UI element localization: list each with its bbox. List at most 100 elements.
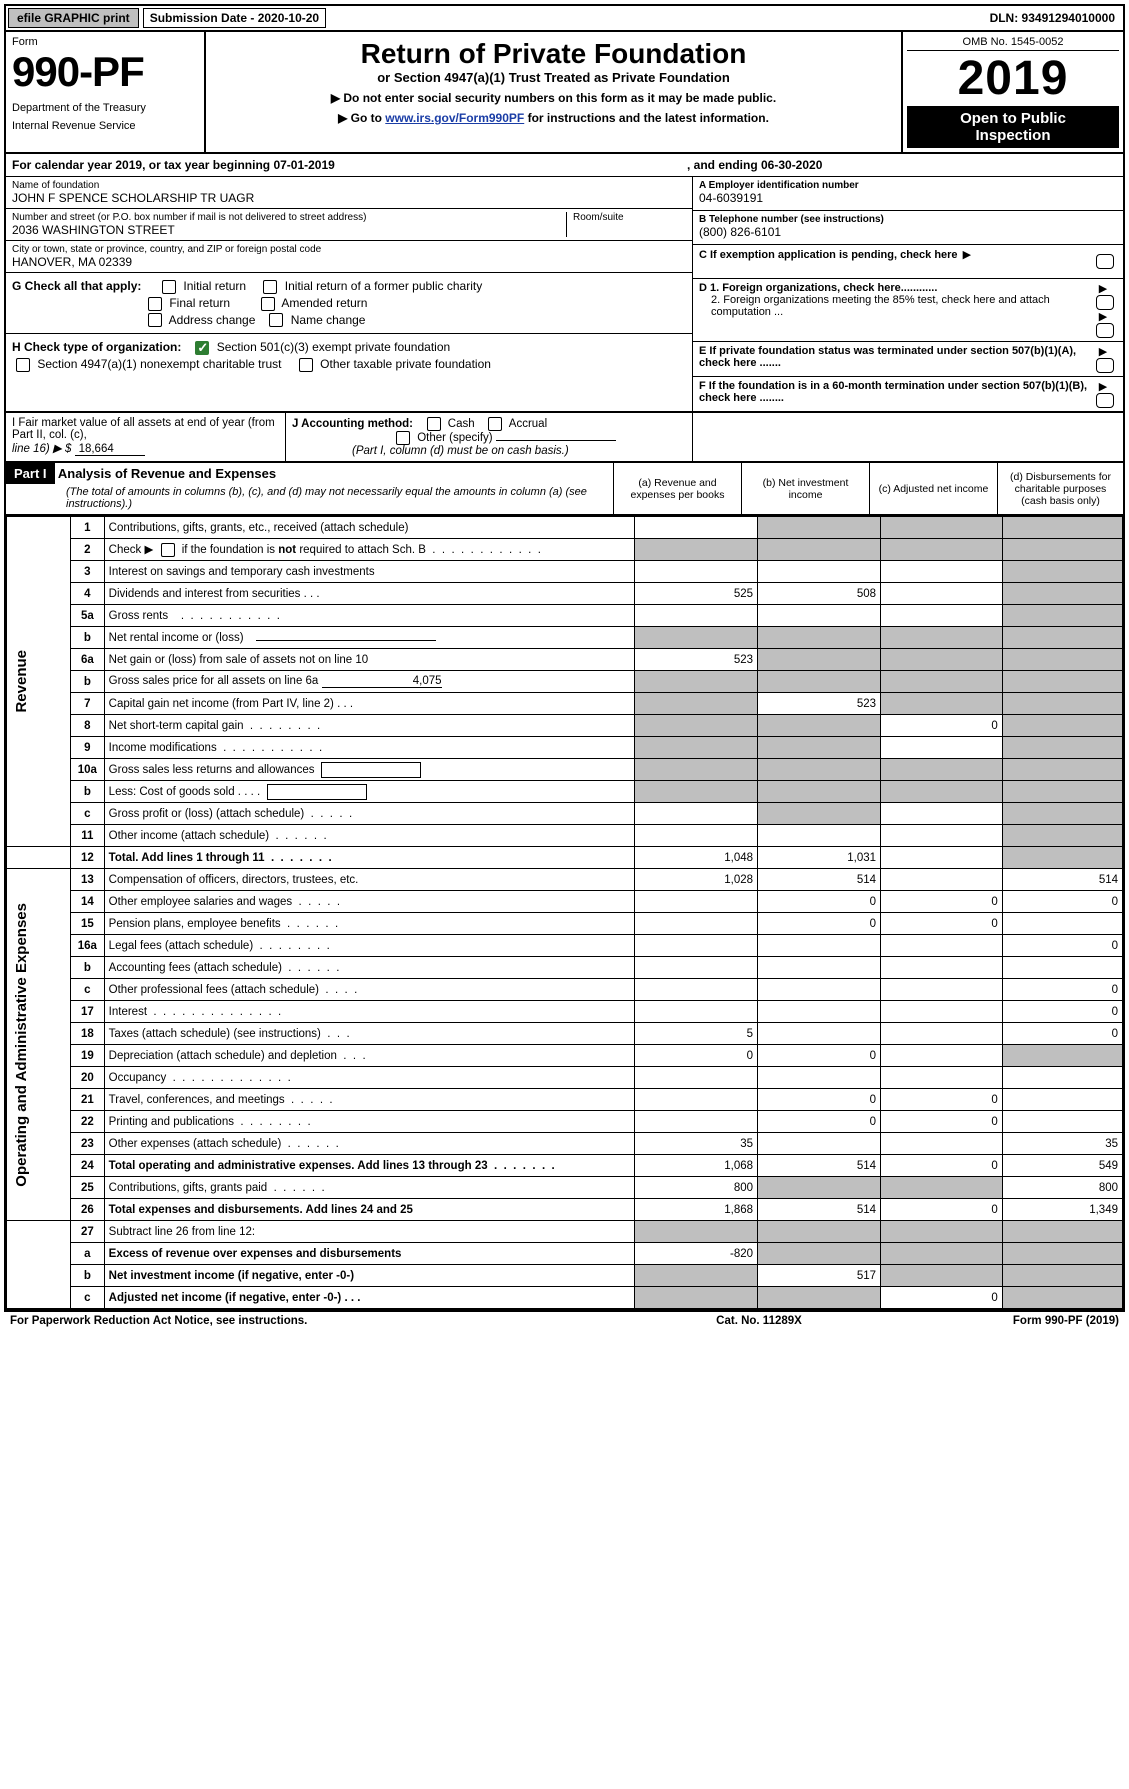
street-address: 2036 WASHINGTON STREET [12, 223, 566, 237]
table-row: 4Dividends and interest from securities … [7, 583, 1123, 605]
chk-other-taxable[interactable] [299, 358, 313, 372]
ein-cell: A Employer identification number 04-6039… [693, 177, 1123, 211]
chk-c[interactable] [1096, 254, 1114, 269]
table-row: 26Total expenses and disbursements. Add … [7, 1199, 1123, 1221]
chk-initial-return[interactable] [162, 280, 176, 294]
e-label: E If private foundation status was termi… [699, 345, 1076, 369]
chk-e[interactable] [1096, 358, 1114, 373]
other-specify-field[interactable] [496, 440, 616, 441]
line-6a-desc: Net gain or (loss) from sale of assets n… [104, 649, 634, 671]
goto-pre: ▶ Go to [338, 111, 385, 125]
irs-link[interactable]: www.irs.gov/Form990PF [385, 111, 524, 125]
chk-address-change[interactable] [148, 313, 162, 327]
line-4-a: 525 [635, 583, 758, 605]
line-21-b: 0 [758, 1089, 881, 1111]
table-row: 20Occupancy . . . . . . . . . . . . . [7, 1067, 1123, 1089]
ssn-warning: ▶ Do not enter social security numbers o… [214, 91, 893, 105]
phone-cell: B Telephone number (see instructions) (8… [693, 211, 1123, 245]
ops-label: Operating and Administrative Expenses [11, 899, 32, 1191]
arrow-icon: ▶ [1099, 345, 1107, 358]
line-15-desc: Pension plans, employee benefits [109, 918, 281, 930]
table-row: 9Income modifications . . . . . . . . . … [7, 737, 1123, 759]
table-row: 14Other employee salaries and wages . . … [7, 891, 1123, 913]
section-j: J Accounting method: Cash Accrual Other … [286, 413, 693, 461]
city-cell: City or town, state or province, country… [6, 241, 692, 273]
table-row: Revenue 1Contributions, gifts, grants, e… [7, 517, 1123, 539]
form-word: Form [12, 36, 198, 48]
d1-label: D 1. Foreign organizations, check here..… [699, 282, 937, 294]
col-a-header: (a) Revenue and expenses per books [614, 463, 742, 514]
info-left: Name of foundation JOHN F SPENCE SCHOLAR… [6, 177, 693, 411]
chk-4947a1[interactable] [16, 358, 30, 372]
line-19-desc: Depreciation (attach schedule) and deple… [109, 1050, 337, 1062]
section-g: G Check all that apply: Initial return I… [6, 273, 692, 334]
table-row: 16aLegal fees (attach schedule) . . . . … [7, 935, 1123, 957]
addr-label: Number and street (or P.O. box number if… [12, 212, 566, 223]
chk-amended[interactable] [261, 297, 275, 311]
line-11-desc: Other income (attach schedule) [109, 830, 269, 842]
part1-table: Revenue 1Contributions, gifts, grants, e… [6, 516, 1123, 1309]
line-13-b: 514 [758, 869, 881, 891]
table-row: cOther professional fees (attach schedul… [7, 979, 1123, 1001]
line-12-a: 1,048 [635, 847, 758, 869]
table-row: 15Pension plans, employee benefits . . .… [7, 913, 1123, 935]
i-j-row: I Fair market value of all assets at end… [6, 413, 1123, 463]
line-12-desc: Total. Add lines 1 through 11 [109, 852, 265, 864]
c-cell: C If exemption application is pending, c… [693, 245, 1123, 279]
table-row: 12Total. Add lines 1 through 11 . . . . … [7, 847, 1123, 869]
revenue-label: Revenue [11, 646, 32, 717]
i-label: I Fair market value of all assets at end… [12, 417, 279, 441]
chk-d2[interactable] [1096, 323, 1114, 338]
line-18-a: 5 [635, 1023, 758, 1045]
line-16a-desc: Legal fees (attach schedule) [109, 940, 253, 952]
foundation-name: JOHN F SPENCE SCHOLARSHIP TR UAGR [12, 191, 686, 205]
chk-d1[interactable] [1096, 295, 1114, 310]
g-c5: Address change [169, 313, 256, 327]
goto-instr: ▶ Go to www.irs.gov/Form990PF for instru… [214, 111, 893, 125]
g-label: G Check all that apply: [12, 279, 141, 293]
part1-header-row: Part I Analysis of Revenue and Expenses … [6, 463, 1123, 516]
line-25-d: 800 [1002, 1177, 1122, 1199]
line-19-b: 0 [758, 1045, 881, 1067]
city-state-zip: HANOVER, MA 02339 [12, 255, 686, 269]
line-14-d: 0 [1002, 891, 1122, 913]
form-title: Return of Private Foundation [214, 38, 893, 70]
chk-f[interactable] [1096, 393, 1114, 408]
section-h: H Check type of organization: Section 50… [6, 334, 692, 378]
i-line16: line 16) ▶ $ [12, 443, 71, 455]
chk-name-change[interactable] [269, 313, 283, 327]
c-label: C If exemption application is pending, c… [699, 249, 958, 261]
line-17-desc: Interest [109, 1006, 147, 1018]
j-label: J Accounting method: [292, 418, 413, 430]
line-2-desc: Check ▶ if the foundation is not require… [104, 539, 634, 561]
line-17-d: 0 [1002, 1001, 1122, 1023]
line-23-desc: Other expenses (attach schedule) [109, 1138, 282, 1150]
foundation-name-cell: Name of foundation JOHN F SPENCE SCHOLAR… [6, 177, 692, 209]
line-19-a: 0 [635, 1045, 758, 1067]
e-cell: E If private foundation status was termi… [693, 342, 1123, 377]
j-cash: Cash [448, 418, 475, 430]
room-label: Room/suite [573, 212, 686, 223]
info-grid: Name of foundation JOHN F SPENCE SCHOLAR… [6, 177, 1123, 413]
chk-sch-b[interactable] [161, 543, 175, 557]
table-row: bGross sales price for all assets on lin… [7, 671, 1123, 693]
form-subtitle: or Section 4947(a)(1) Trust Treated as P… [214, 70, 893, 85]
line-4-desc: Dividends and interest from securities .… [104, 583, 634, 605]
phone-label: B Telephone number (see instructions) [699, 214, 1117, 225]
info-right: A Employer identification number 04-6039… [693, 177, 1123, 411]
calendar-year-row: For calendar year 2019, or tax year begi… [6, 154, 1123, 177]
chk-501c3[interactable] [195, 341, 209, 355]
line-4-b: 508 [758, 583, 881, 605]
chk-final-return[interactable] [148, 297, 162, 311]
chk-other-method[interactable] [396, 431, 410, 445]
chk-cash[interactable] [427, 417, 441, 431]
section-i: I Fair market value of all assets at end… [6, 413, 286, 461]
chk-initial-former[interactable] [263, 280, 277, 294]
fmv-value: 18,664 [75, 443, 145, 456]
chk-accrual[interactable] [488, 417, 502, 431]
irs-label: Internal Revenue Service [12, 120, 198, 132]
line-24-c: 0 [881, 1155, 1003, 1177]
line-27b-desc: Net investment income (if negative, ente… [104, 1265, 634, 1287]
ops-side-label: Operating and Administrative Expenses [7, 869, 71, 1221]
efile-print-button[interactable]: efile GRAPHIC print [8, 8, 139, 28]
